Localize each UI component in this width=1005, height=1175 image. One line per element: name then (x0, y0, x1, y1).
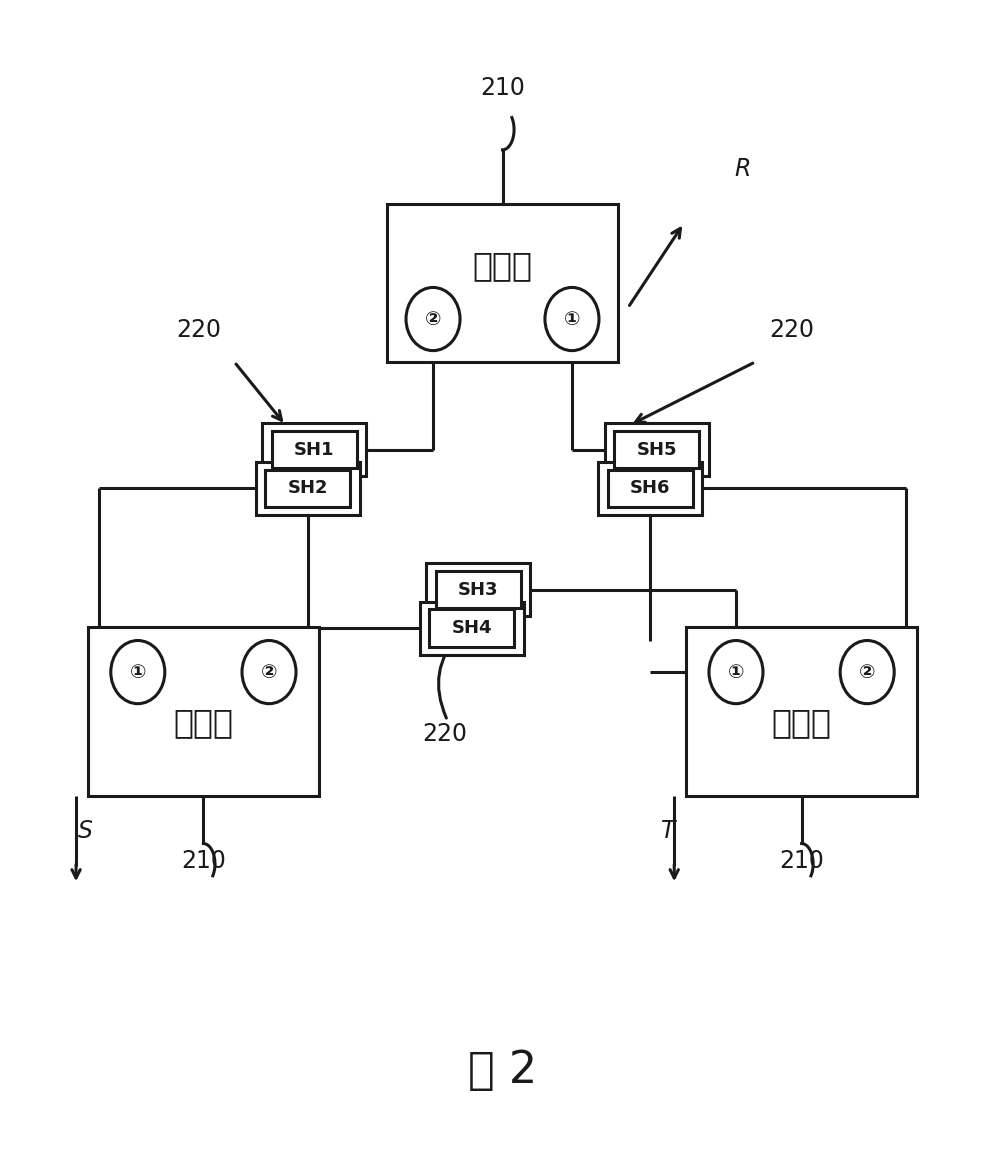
Text: SH2: SH2 (287, 479, 328, 497)
Text: ①: ① (728, 663, 745, 682)
Text: 220: 220 (422, 723, 467, 746)
Text: ①: ① (564, 309, 580, 329)
Bar (598, 462, 702, 515)
Text: 图 2: 图 2 (468, 1049, 537, 1092)
Text: 继电器: 继电器 (772, 706, 831, 739)
Text: 220: 220 (770, 318, 814, 342)
Bar (614, 431, 699, 469)
Bar (419, 602, 524, 654)
Bar (685, 627, 918, 797)
Text: ②: ② (425, 309, 441, 329)
Bar (426, 563, 531, 616)
Text: 210: 210 (480, 76, 525, 100)
Text: ①: ① (130, 663, 146, 682)
Text: SH4: SH4 (451, 619, 491, 637)
Text: 220: 220 (176, 318, 221, 342)
Text: SH1: SH1 (294, 441, 335, 459)
Bar (605, 423, 709, 476)
Text: S: S (78, 819, 93, 842)
Bar (255, 462, 360, 515)
Text: 继电器: 继电器 (174, 706, 233, 739)
Text: R: R (734, 157, 751, 181)
Bar (429, 610, 515, 646)
Bar (265, 470, 350, 506)
Bar (436, 571, 521, 609)
Text: SH6: SH6 (630, 479, 670, 497)
Bar (608, 470, 692, 506)
Text: SH3: SH3 (458, 580, 498, 599)
Text: ②: ② (260, 663, 277, 682)
Bar (87, 627, 320, 797)
Text: 继电器: 继电器 (472, 249, 533, 282)
Text: T: T (661, 819, 675, 842)
Text: SH5: SH5 (636, 441, 677, 459)
Text: 210: 210 (181, 850, 226, 873)
Text: ②: ② (859, 663, 875, 682)
Bar (262, 423, 367, 476)
Text: 210: 210 (779, 850, 824, 873)
Bar (272, 431, 357, 469)
Bar (387, 204, 618, 362)
